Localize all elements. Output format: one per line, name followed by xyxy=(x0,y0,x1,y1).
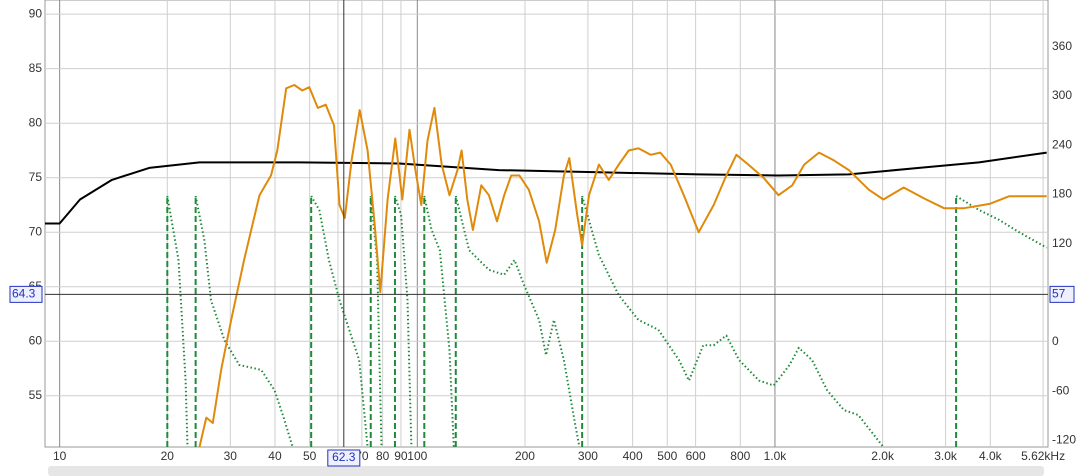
x-tick-label: 10 xyxy=(53,449,67,463)
y2-tick-label: -60 xyxy=(1052,383,1070,397)
cursor-x-label-box xyxy=(327,449,361,467)
x-tick-label: 5.62kHz xyxy=(1021,449,1065,463)
y2-tick-label: 0 xyxy=(1052,334,1059,348)
x-tick-label: 3.0k xyxy=(934,449,958,463)
cursor-x-label: 62.3 xyxy=(332,450,356,464)
series-line xyxy=(45,151,1047,225)
y2-tick-label: 300 xyxy=(1052,88,1072,102)
y-tick-label: 90 xyxy=(29,6,43,20)
x-tick-label: 400 xyxy=(623,449,643,463)
x-tick-label: 2.0k xyxy=(871,449,895,463)
x-tick-label: 4.0k xyxy=(979,449,1003,463)
y2-tick-label: 240 xyxy=(1052,137,1072,151)
y-tick-label: 60 xyxy=(29,333,43,347)
y-tick-label: 80 xyxy=(29,115,43,129)
y2-tick-label: -120 xyxy=(1052,433,1076,447)
cursor-y2-label-box xyxy=(1049,285,1075,303)
y-tick-label: 75 xyxy=(29,170,43,184)
cursor-y-label: 64.3 xyxy=(12,287,36,301)
x-tick-label: 300 xyxy=(578,449,598,463)
scrollbar[interactable] xyxy=(48,466,1044,476)
plot-area xyxy=(44,0,1049,448)
x-tick-label: 30 xyxy=(224,449,238,463)
x-tick-label: 1.0k xyxy=(764,449,788,463)
y2-tick-label: 120 xyxy=(1052,236,1072,250)
x-tick-label: 800 xyxy=(730,449,750,463)
x-tick-label: 600 xyxy=(686,449,706,463)
x-tick-label: 200 xyxy=(515,449,535,463)
y2-tick-label: 360 xyxy=(1052,39,1072,53)
y2-tick-label: 180 xyxy=(1052,187,1072,201)
y-tick-label: 70 xyxy=(29,224,43,238)
y-tick-label: 55 xyxy=(29,388,43,402)
x-tick-label: 20 xyxy=(161,449,175,463)
x-tick-label: 80 xyxy=(376,449,390,463)
x-tick-label: 40 xyxy=(268,449,282,463)
x-tick-label: 50 xyxy=(303,449,317,463)
cursor-y-label-box xyxy=(9,285,43,303)
y-tick-label: 85 xyxy=(29,61,43,75)
x-tick-label: 100 xyxy=(407,449,427,463)
series-line xyxy=(198,84,1047,447)
cursor-y2-label: 57 xyxy=(1052,287,1066,301)
x-tick-label: 500 xyxy=(657,449,677,463)
x-tick-label: 90 xyxy=(394,449,408,463)
